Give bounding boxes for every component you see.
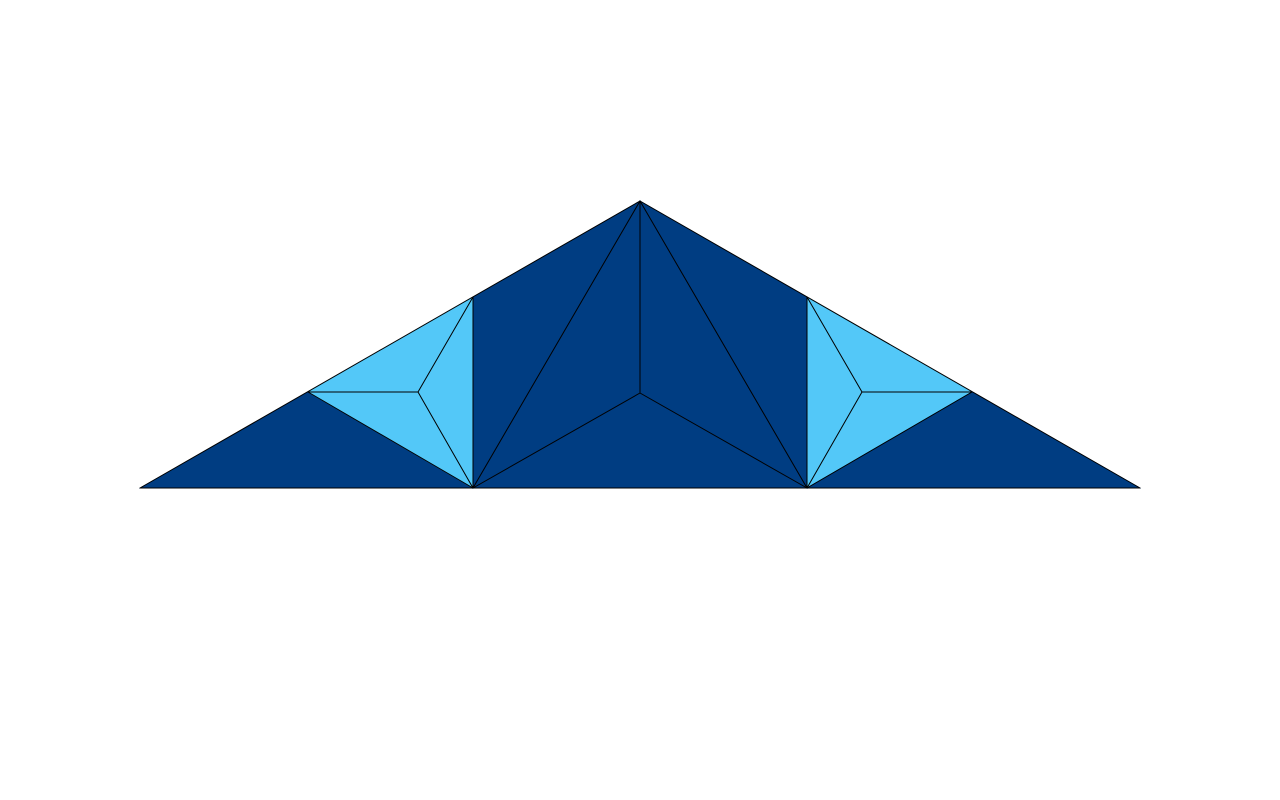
edge-line <box>806 391 973 489</box>
edge-line <box>806 296 863 393</box>
edge-line <box>472 200 641 489</box>
edge-line <box>139 200 641 489</box>
outline-edges <box>139 200 1141 489</box>
edge-line <box>417 391 474 489</box>
edge-line <box>639 392 808 489</box>
edge-line <box>639 200 808 489</box>
edge-line <box>417 296 474 393</box>
edge-line <box>806 391 863 489</box>
edge-line <box>472 392 641 489</box>
edge-line <box>639 200 1141 489</box>
edge-line <box>307 391 474 489</box>
